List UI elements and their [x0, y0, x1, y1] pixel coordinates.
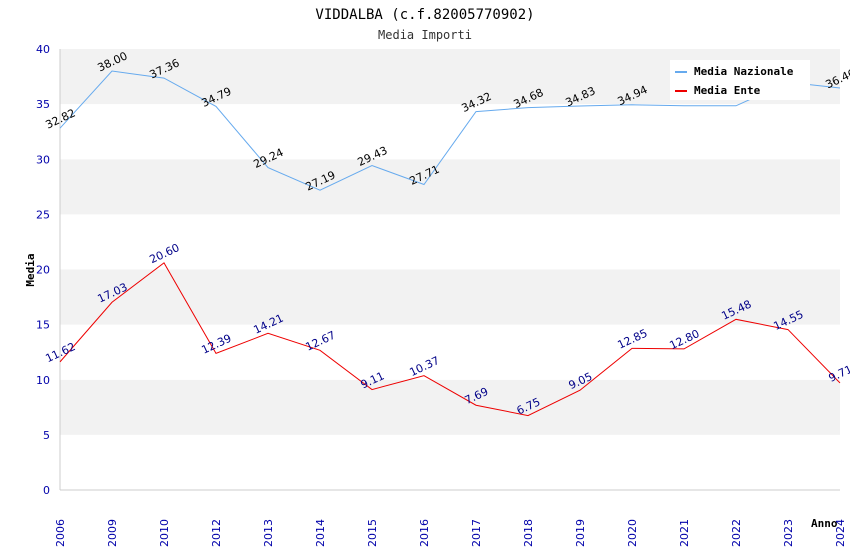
x-tick-label: 2018 — [522, 519, 535, 547]
y-tick-label: 20 — [36, 264, 50, 277]
y-tick-labels: 0 5 10 15 20 25 30 35 40 — [36, 43, 50, 497]
y-tick-label: 30 — [36, 153, 50, 166]
series-line-media-ente — [59, 262, 841, 417]
legend-label-media-nazionale: Media Nazionale — [694, 65, 794, 78]
x-tick-label: 2020 — [626, 519, 639, 547]
y-tick-label: 40 — [36, 43, 50, 56]
grid-band — [60, 104, 840, 160]
x-tick-label: 2022 — [730, 519, 743, 547]
series-line-media-nazionale — [59, 70, 841, 191]
y-tick-label: 5 — [43, 429, 50, 442]
x-tick-label: 2017 — [470, 519, 483, 547]
x-tick-label: 2019 — [574, 519, 587, 547]
y-tick-label: 0 — [43, 484, 50, 497]
grid-bands — [60, 49, 840, 490]
x-tick-label: 2010 — [158, 519, 171, 547]
y-tick-label: 15 — [36, 319, 50, 332]
series-lines — [59, 70, 841, 417]
x-tick-label: 2015 — [366, 519, 379, 547]
legend-box — [670, 60, 810, 100]
x-tick-label: 2013 — [262, 519, 275, 547]
x-tick-label: 2014 — [314, 519, 327, 547]
x-axis-label: Anno — [811, 517, 838, 530]
x-tick-label: 2016 — [418, 519, 431, 547]
legend: Media Nazionale Media Ente — [670, 60, 810, 100]
y-axis-label: Media — [24, 253, 37, 286]
y-tick-label: 25 — [36, 208, 50, 221]
x-tick-label: 2012 — [210, 519, 223, 547]
legend-label-media-ente: Media Ente — [694, 84, 761, 97]
grid-band — [60, 324, 840, 380]
grid-band — [60, 269, 840, 325]
chart-subtitle: Media Importi — [378, 28, 472, 42]
x-tick-labels: 2006 2009 2010 2012 2013 2014 2015 2016 2017 2018… — [54, 519, 847, 547]
chart-title: VIDDALBA (c.f.82005770902) — [315, 7, 534, 23]
x-tick-label: 2024 — [834, 519, 847, 547]
x-tick-label: 2009 — [106, 519, 119, 547]
grid-band — [60, 214, 840, 270]
x-tick-label: 2023 — [782, 519, 795, 547]
x-tick-label: 2006 — [54, 519, 67, 547]
grid-band — [60, 379, 840, 435]
y-tick-label: 35 — [36, 98, 50, 111]
x-tick-label: 2021 — [678, 519, 691, 547]
grid-band — [60, 159, 840, 215]
grid-band — [60, 434, 840, 490]
y-tick-label: 10 — [36, 374, 50, 387]
axes — [59, 49, 840, 491]
